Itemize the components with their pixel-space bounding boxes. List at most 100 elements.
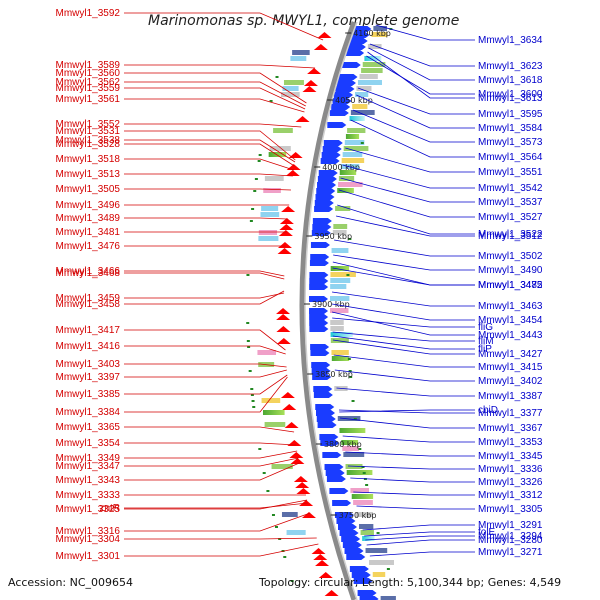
reverse-cds-arrow	[312, 218, 332, 224]
gene-label-right: Mmwyl1_3336	[478, 464, 543, 475]
gc-marker	[252, 406, 256, 408]
gene-label-left: Mmwyl1_3333	[56, 490, 121, 501]
gene-label-left: Mmwyl1_3301	[56, 551, 121, 562]
gene-leader-right	[337, 204, 475, 235]
reverse-feature-block	[365, 548, 388, 553]
reverse-cds-arrow	[332, 98, 352, 104]
gene-label-left: Mmwyl1_3518	[56, 154, 121, 165]
kbp-tick-label: 3800 kbp	[324, 440, 362, 449]
gene-label-left: Mmwyl1_3476	[56, 241, 121, 252]
gene-label-left: Mmwyl1_3384	[56, 407, 121, 418]
reverse-cds-arrow	[322, 452, 342, 458]
gene-leader-right	[350, 477, 475, 483]
reverse-cds-arrow	[333, 92, 353, 98]
reverse-cds-arrow	[311, 368, 331, 374]
gene-leader-left	[124, 329, 286, 351]
gene-label-left: Mmwyl1_3481	[56, 227, 121, 238]
gene-label-right: Mmwyl1_3463	[478, 301, 543, 312]
kbp-tick-label: 3750 kbp	[339, 511, 377, 520]
forward-cds-arrow	[285, 170, 300, 176]
gc-marker	[250, 394, 254, 396]
gene-leader-right	[334, 369, 475, 382]
forward-cds-arrow	[313, 44, 328, 50]
reverse-cds-arrow	[338, 74, 358, 80]
reverse-feature-block	[358, 524, 374, 529]
reverse-cds-arrow	[313, 386, 333, 392]
gene-label-right: Mmwyl1_3595	[478, 109, 543, 120]
gene-label-right: Mmwyl1_3377	[478, 408, 543, 419]
gene-leader-left	[124, 87, 306, 110]
reverse-feature-block	[360, 530, 374, 535]
reverse-cds-arrow	[319, 434, 339, 440]
reverse-feature-block	[330, 332, 353, 337]
gene-leader-right	[332, 339, 475, 355]
gc-marker	[360, 142, 364, 144]
reverse-cds-arrow	[326, 476, 346, 482]
gc-marker	[250, 388, 254, 390]
gene-label-right: Mmwyl1_3326	[478, 477, 543, 488]
gc-marker	[348, 238, 352, 240]
gene-label-right: Mmwyl1_3618	[478, 75, 543, 86]
gc-marker	[362, 472, 366, 474]
gene-label-left: Mmwyl1_3365	[56, 422, 121, 433]
gene-label-left: Mmwyl1_3347	[56, 461, 121, 472]
reverse-cds-arrow	[309, 320, 329, 326]
reverse-cds-arrow	[359, 596, 379, 600]
gene-label-right: fliP	[478, 344, 492, 355]
gene-label-right: Mmwyl1_3294	[478, 531, 543, 542]
forward-feature-block	[258, 230, 278, 235]
reverse-feature-block	[342, 152, 363, 157]
reverse-cds-arrow	[309, 326, 329, 332]
reverse-cds-arrow	[309, 272, 329, 278]
gene-label-left: Mmwyl1_3561	[56, 94, 121, 105]
reverse-cds-arrow	[312, 224, 332, 230]
gene-label-right: fliM	[478, 336, 494, 347]
reverse-feature-block	[372, 572, 386, 577]
reverse-feature-block	[349, 116, 365, 121]
reverse-cds-arrow	[309, 278, 329, 284]
gene-label-right: Mmwyl1_3443	[478, 330, 543, 341]
gc-marker	[258, 154, 262, 156]
gc-marker	[269, 100, 273, 102]
gc-marker	[254, 178, 258, 180]
reverse-feature-block	[339, 170, 357, 175]
reverse-feature-block	[352, 104, 368, 109]
gc-marker	[283, 556, 287, 558]
gene-leader-right	[345, 147, 475, 173]
forward-cds-arrow	[303, 80, 318, 86]
gene-leader-left	[124, 502, 308, 509]
reverse-feature-block	[331, 356, 350, 361]
forward-feature-block	[262, 410, 285, 415]
gene-label-right: Mmwyl1_3490	[478, 265, 543, 276]
gene-label-right: Mmwyl1_3634	[478, 35, 543, 46]
gc-marker	[251, 208, 255, 210]
reverse-feature-block	[337, 416, 361, 421]
gene-label-right: Mmwyl1_3522	[478, 229, 543, 240]
gene-leader-right	[340, 417, 475, 429]
gc-marker	[353, 418, 357, 420]
gene-label-right: cbiD	[478, 405, 498, 416]
gene-leader-left	[124, 272, 285, 280]
gene-label-left: Mmwyl1_3538	[56, 135, 121, 146]
gene-label-right: Mmwyl1_3291	[478, 520, 543, 531]
reverse-feature-block	[340, 164, 360, 169]
gene-label-left: Mmwyl1_3592	[56, 8, 121, 19]
forward-cds-arrow	[281, 206, 296, 212]
gene-leader-right	[369, 551, 475, 557]
forward-cds-arrow	[311, 548, 326, 554]
gene-label-right: Mmwyl1_3512	[478, 231, 543, 242]
gc-marker	[346, 274, 350, 276]
reverse-feature-block	[330, 338, 349, 343]
reverse-cds-arrow	[320, 440, 340, 446]
gene-label-right: Mmwyl1_3584	[478, 123, 543, 134]
gene-label-right: Mmwyl1_3542	[478, 183, 543, 194]
forward-feature-block	[292, 50, 310, 55]
reverse-cds-arrow	[321, 152, 341, 158]
gene-leader-left	[124, 543, 319, 557]
gene-label-left: Mmwyl1_3343	[56, 475, 121, 486]
reverse-cds-arrow	[334, 512, 354, 518]
forward-feature-block	[264, 176, 284, 181]
gene-leader-left	[124, 442, 297, 446]
gene-leader-left	[124, 457, 299, 467]
gene-leader-right	[331, 303, 475, 321]
